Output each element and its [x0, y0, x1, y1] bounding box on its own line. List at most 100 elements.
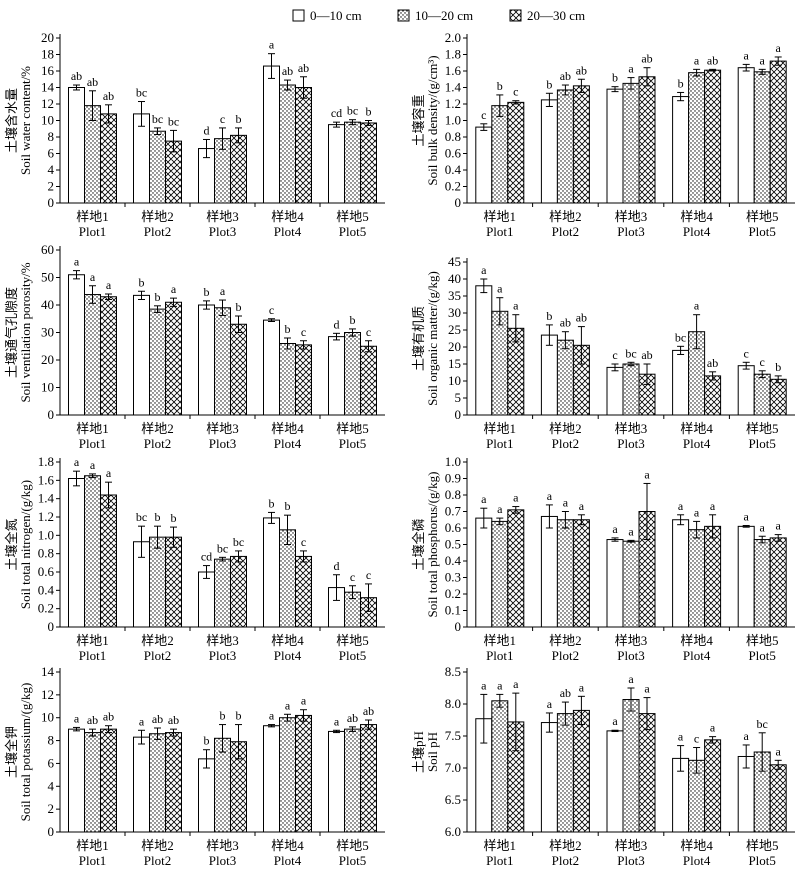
x-tick-label-en: Plot5 [748, 648, 775, 663]
y-tick-label: 1.0 [38, 527, 54, 542]
bar-crosshatch [507, 509, 525, 628]
significance-label: ab [71, 69, 82, 83]
y-tick-label: 4 [48, 162, 55, 177]
significance-label: a [106, 466, 112, 480]
significance-label: c [481, 108, 486, 122]
x-tick-label-en: Plot4 [683, 224, 711, 239]
significance-label: a [694, 505, 700, 519]
significance-label: b [612, 71, 618, 85]
x-tick-label-en: Plot2 [552, 224, 579, 239]
x-tick-label-en: Plot1 [79, 853, 106, 868]
bar-dots [344, 332, 361, 416]
x-tick-label-en: Plot3 [617, 853, 644, 868]
y-tick-label: 7.0 [445, 760, 461, 775]
significance-label: b [220, 709, 226, 723]
y-tick-label: 1.4 [38, 491, 55, 506]
bar-empty [606, 539, 624, 628]
y-tick-label: 1.8 [38, 454, 54, 469]
bar-crosshatch [572, 519, 590, 628]
x-tick-label-en: Plot2 [552, 853, 579, 868]
bar-crosshatch [704, 525, 722, 628]
y-tick-label: 18 [41, 47, 54, 62]
significance-label: ab [363, 704, 374, 718]
bar-crosshatch [360, 345, 377, 416]
x-tick-label-en: Plot3 [617, 648, 644, 663]
x-tick-label-cn: 样地3 [615, 838, 648, 853]
significance-label: b [678, 76, 684, 90]
y-tick-label: 0.6 [445, 520, 462, 535]
y-tick-label: 0 [48, 824, 55, 839]
significance-label: a [513, 491, 519, 505]
x-tick-label-en: Plot3 [209, 648, 236, 663]
significance-label: a [90, 458, 96, 472]
x-tick-label-cn: 样地5 [336, 209, 369, 224]
bar-crosshatch [769, 378, 787, 416]
bar-empty [263, 725, 280, 833]
bar-empty [475, 285, 493, 416]
x-tick-label-en: Plot1 [79, 224, 106, 239]
x-tick-label-en: Plot5 [339, 224, 366, 239]
significance-label: a [644, 682, 650, 696]
bar-crosshatch [230, 323, 247, 416]
y-tick-label: 30 [41, 325, 54, 340]
y-tick-label: 20 [41, 352, 54, 367]
significance-label: bc [136, 510, 147, 524]
y-tick-label: 2 [48, 179, 55, 194]
bar-empty [263, 65, 280, 204]
bar-dots [149, 536, 166, 628]
x-tick-label-cn: 样地2 [141, 421, 174, 436]
x-tick-label-cn: 样地1 [76, 421, 109, 436]
significance-label: c [301, 535, 306, 549]
y-tick-label: 1.8 [445, 47, 461, 62]
bar-dots [84, 475, 101, 628]
bar-dots [344, 121, 361, 204]
y-tick-label: 1.0 [445, 454, 461, 469]
x-tick-label-en: Plot1 [486, 853, 513, 868]
significance-label: ab [103, 89, 114, 103]
y-tick-label: 0.7 [445, 504, 462, 519]
x-tick-label-en: Plot3 [209, 224, 236, 239]
x-tick-label-en: Plot5 [748, 853, 775, 868]
x-tick-label-en: Plot1 [486, 648, 513, 663]
bar-crosshatch [638, 76, 656, 204]
y-tick-label: 0.6 [445, 146, 462, 161]
significance-label: b [139, 275, 145, 289]
significance-label: bc [233, 535, 244, 549]
bar-dots [149, 130, 166, 204]
y-axis-title-cn: 土壤容重 [411, 94, 426, 146]
bar-dots [753, 71, 771, 204]
x-tick-label-en: Plot5 [339, 436, 366, 451]
bar-crosshatch [704, 739, 722, 833]
x-tick-label-cn: 样地1 [76, 838, 109, 853]
y-tick-label: 0 [455, 195, 462, 210]
significance-label: a [612, 714, 618, 728]
bar-dots [688, 72, 706, 204]
significance-label: a [481, 678, 487, 692]
significance-label: ab [707, 356, 718, 370]
significance-label: ab [560, 69, 571, 83]
y-tick-label: 0.6 [38, 564, 55, 579]
significance-label: a [547, 489, 553, 503]
bar-empty [133, 113, 150, 204]
x-tick-label-cn: 样地2 [141, 838, 174, 853]
bar-empty [737, 365, 755, 416]
y-tick-label: 45 [448, 254, 461, 269]
x-tick-label-en: Plot2 [144, 648, 171, 663]
significance-label: ab [576, 63, 587, 77]
significance-label: b [775, 360, 781, 374]
bar-crosshatch [295, 714, 312, 833]
y-tick-label: 2.0 [445, 30, 461, 45]
x-tick-label-cn: 样地4 [271, 633, 304, 648]
bar-dots [344, 728, 361, 833]
significance-label: a [481, 263, 487, 277]
bar-dots [491, 520, 509, 628]
significance-label: b [236, 300, 242, 314]
y-tick-label: 12 [41, 687, 54, 702]
bar-empty [328, 730, 345, 833]
bar-crosshatch [769, 764, 787, 833]
significance-label: bc [168, 114, 179, 128]
significance-label: a [301, 694, 307, 708]
bar-empty [475, 517, 493, 628]
significance-label: a [694, 53, 700, 67]
